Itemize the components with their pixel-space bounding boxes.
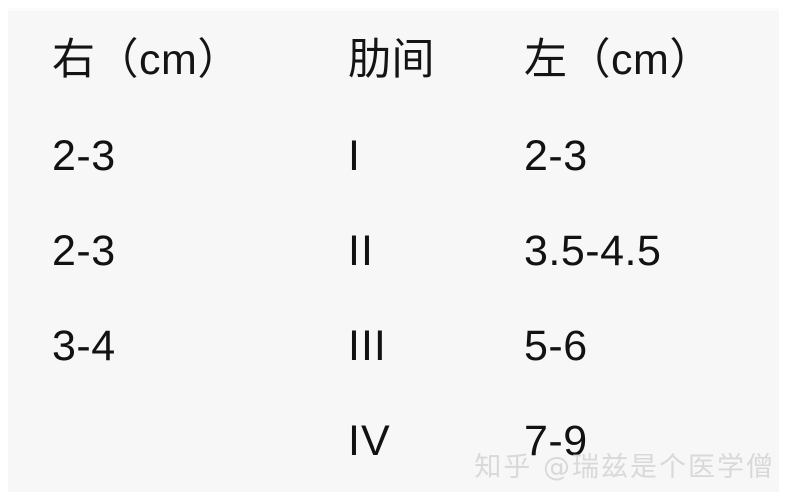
content-panel: 右（cm） 肋间 左（cm） 2-3 I 2-3 2-3 II 3.5-4.5 … xyxy=(8,8,779,492)
column-header-left: 左（cm） xyxy=(524,36,713,84)
cardiac-dullness-table: 右（cm） 肋间 左（cm） 2-3 I 2-3 2-3 II 3.5-4.5 … xyxy=(8,8,779,492)
cell-right-value: 3-4 xyxy=(52,322,116,370)
table-row: IV 7-9 xyxy=(8,411,779,471)
table-row: 2-3 II 3.5-4.5 xyxy=(8,221,779,281)
table-header-row: 右（cm） 肋间 左（cm） xyxy=(8,30,779,90)
cell-left-value: 7-9 xyxy=(524,417,588,465)
cell-left-value: 5-6 xyxy=(524,322,588,370)
cell-right-value: 2-3 xyxy=(52,132,116,180)
cell-left-value: 2-3 xyxy=(524,132,588,180)
cell-intercostal-space-value: IV xyxy=(348,417,391,465)
table-row: 2-3 I 2-3 xyxy=(8,126,779,186)
table-row: 3-4 III 5-6 xyxy=(8,316,779,376)
column-header-intercostal-space: 肋间 xyxy=(348,36,435,84)
cell-intercostal-space-value: I xyxy=(348,132,361,180)
cell-left-value: 3.5-4.5 xyxy=(524,227,662,275)
cell-right-value: 2-3 xyxy=(52,227,116,275)
column-header-right: 右（cm） xyxy=(52,36,241,84)
cell-intercostal-space-value: II xyxy=(348,227,374,275)
cell-intercostal-space-value: III xyxy=(348,322,387,370)
